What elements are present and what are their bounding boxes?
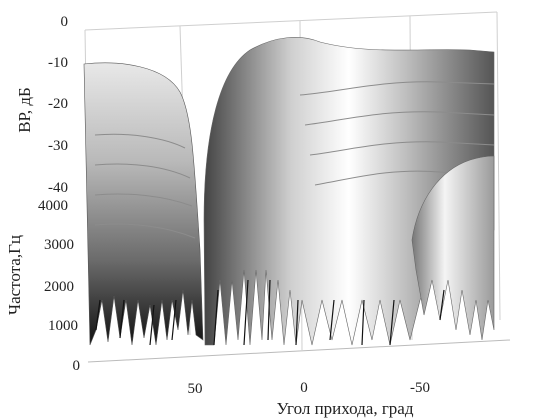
surface-spikes [95, 279, 445, 346]
z-tick-2: -20 [48, 96, 68, 112]
surface-right-lobe [411, 155, 495, 341]
z-tick-3: -30 [48, 138, 68, 154]
z-tick-0: 0 [61, 14, 69, 30]
z-tick-4: -40 [48, 180, 68, 196]
x-axis: 50 0 -50 Угол прихода, град [87, 339, 511, 418]
y-axis: 4000 3000 2000 1000 0 Частота,Гц [5, 198, 80, 374]
x-tick-0: 0 [300, 380, 308, 396]
x-axis-label: Угол прихода, град [276, 399, 413, 418]
y-axis-label: Частота,Гц [5, 235, 24, 315]
y-tick-4000: 4000 [38, 198, 68, 214]
x-tick-50: 50 [188, 381, 203, 397]
x-tick-neg50: -50 [410, 380, 430, 396]
z-tick-1: -10 [48, 55, 68, 71]
y-tick-3000: 3000 [44, 237, 74, 253]
surface-left-lobe [83, 62, 204, 346]
surface-contours [94, 81, 495, 239]
y-tick-0: 0 [73, 358, 81, 374]
y-tick-2000: 2000 [44, 279, 74, 295]
response-surface [83, 37, 495, 346]
z-axis-label: ВР, дБ [15, 87, 34, 133]
z-axis: 0 -10 -20 -30 -40 ВР, дБ [15, 14, 68, 196]
y-tick-1000: 1000 [48, 318, 78, 334]
